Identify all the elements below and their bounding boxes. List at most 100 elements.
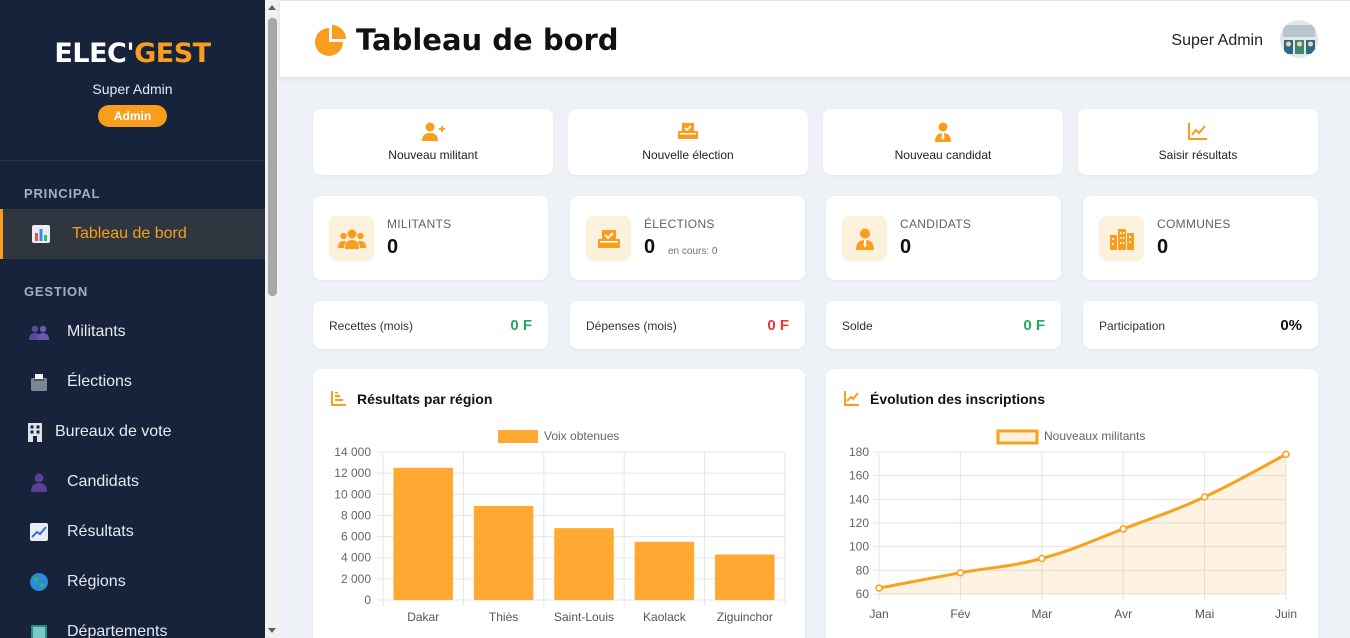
legend-swatch[interactable] <box>498 430 538 443</box>
sidebar-item-bureaux-de-vote[interactable]: Bureaux de vote <box>0 407 265 457</box>
header-user-name[interactable]: Super Admin <box>1171 32 1263 49</box>
data-point[interactable] <box>1200 493 1209 501</box>
chart-line-icon <box>1078 122 1318 140</box>
bar[interactable] <box>473 505 534 600</box>
sidebar-item-label: Militants <box>67 323 126 340</box>
chart-line-icon <box>844 390 860 411</box>
quick-action-new-militant[interactable]: Nouveau militant <box>313 109 553 175</box>
globe-icon <box>28 571 50 593</box>
page-title: Tableau de bord <box>356 23 619 57</box>
map-book-icon <box>28 621 50 638</box>
data-point[interactable] <box>1282 450 1290 459</box>
stat-value: 0 <box>900 236 912 258</box>
x-tick-label: Mai <box>1195 607 1214 621</box>
sidebar-item-label: Départements <box>67 623 168 638</box>
stat-card-militants: MILITANTS 0 <box>313 196 548 280</box>
person-icon <box>28 471 50 493</box>
finance-label: Dépenses (mois) <box>586 319 677 333</box>
stat-label: ÉLECTIONS <box>644 217 715 231</box>
y-tick-label: 6 000 <box>341 530 371 544</box>
user-tie-icon <box>842 216 887 261</box>
brand: ELEC'GEST Super Admin Admin <box>0 0 265 127</box>
finance-card-recettes: Recettes (mois) 0 F <box>313 301 548 349</box>
sidebar-item-departements[interactable]: Départements <box>0 607 265 638</box>
legend-label[interactable]: Voix obtenues <box>544 429 619 443</box>
data-point[interactable] <box>875 584 883 592</box>
sidebar-user-name: Super Admin <box>92 81 173 97</box>
stat-label: MILITANTS <box>387 217 452 231</box>
chart-card-results-by-region: Résultats par région 0 2 000 4 000 6 000 8 0… <box>313 369 805 638</box>
vote-icon <box>568 122 808 140</box>
chart-bar-icon <box>331 390 347 411</box>
sidebar-item-militants[interactable]: Militants <box>0 307 265 357</box>
y-tick-label: 12 000 <box>334 466 371 480</box>
sidebar-item-regions[interactable]: Régions <box>0 557 265 607</box>
logo-text-part2: GEST <box>134 38 211 69</box>
finance-label: Participation <box>1099 319 1166 333</box>
stat-label: COMMUNES <box>1157 217 1231 231</box>
avatar[interactable] <box>1280 20 1318 58</box>
chart-title: Résultats par région <box>357 391 493 407</box>
user-plus-icon <box>313 122 553 142</box>
data-point[interactable] <box>1119 525 1127 533</box>
section-title-gestion: GESTION <box>24 284 89 299</box>
data-point[interactable] <box>1038 554 1046 563</box>
scroll-up-arrow-icon[interactable] <box>268 5 276 10</box>
y-tick-label: 160 <box>849 469 869 483</box>
vote-icon <box>586 216 631 261</box>
quick-action-new-election[interactable]: Nouvelle élection <box>568 109 808 175</box>
sidebar-item-label: Bureaux de vote <box>55 423 172 440</box>
role-badge: Admin <box>97 105 168 127</box>
finance-value: 0 F <box>767 317 789 334</box>
bar[interactable] <box>393 467 453 600</box>
scrollbar-thumb[interactable] <box>268 18 277 296</box>
finance-card-depenses: Dépenses (mois) 0 F <box>570 301 805 349</box>
bar[interactable] <box>634 541 695 600</box>
stat-card-elections: ÉLECTIONS 0 en cours: 0 <box>570 196 805 280</box>
top-header: Tableau de bord Super Admin <box>280 0 1350 77</box>
x-tick-label: Mar <box>1031 607 1052 621</box>
sidebar-item-label: Élections <box>67 373 132 390</box>
quick-action-new-candidate[interactable]: Nouveau candidat <box>823 109 1063 175</box>
area-chart: 60 80 100 120 140 160 180 Jan Fév Mar Avr Mai Juin No… <box>849 429 1297 621</box>
x-tick-label: Saint-Louis <box>554 610 614 624</box>
chart-card-registrations: Évolution des inscriptions 60 80 100 120 140… <box>826 369 1318 638</box>
bar-chart: 0 2 000 4 000 6 000 8 000 10 000 12 000 14 000 V… <box>334 429 786 624</box>
stat-label: CANDIDATS <box>900 217 972 231</box>
sidebar-item-candidats[interactable]: Candidats <box>0 457 265 507</box>
bar[interactable] <box>715 554 775 600</box>
sidebar-item-label: Résultats <box>67 523 134 540</box>
trend-chart-icon <box>28 521 50 543</box>
scroll-down-arrow-icon[interactable] <box>268 628 276 633</box>
series-line <box>878 453 1287 590</box>
sidebar-item-tableau-de-bord[interactable]: Tableau de bord <box>0 209 265 259</box>
y-tick-label: 14 000 <box>334 445 371 459</box>
app-logo[interactable]: ELEC'GEST <box>0 38 265 69</box>
sidebar-item-label: Régions <box>67 573 126 590</box>
user-tie-icon <box>823 122 1063 142</box>
quick-action-label: Nouveau candidat <box>894 148 992 162</box>
chart-title: Évolution des inscriptions <box>870 391 1046 407</box>
sidebar: ELEC'GEST Super Admin Admin PRINCIPAL Ta… <box>0 0 265 638</box>
legend-label[interactable]: Nouveaux militants <box>1044 429 1145 443</box>
stat-card-communes: COMMUNES 0 <box>1083 196 1318 280</box>
bar[interactable] <box>554 528 614 600</box>
sidebar-item-elections[interactable]: Élections <box>0 357 265 407</box>
sidebar-item-label: Candidats <box>67 473 140 490</box>
legend-swatch[interactable] <box>996 429 1039 445</box>
data-point[interactable] <box>956 568 965 577</box>
y-tick-label: 10 000 <box>334 487 371 501</box>
y-tick-label: 100 <box>849 540 869 554</box>
y-tick-label: 2 000 <box>341 572 371 586</box>
quick-action-label: Nouvelle élection <box>642 148 734 162</box>
quick-action-enter-results[interactable]: Saisir résultats <box>1078 109 1318 175</box>
sidebar-item-resultats[interactable]: Résultats <box>0 507 265 557</box>
finance-label: Solde <box>842 319 873 333</box>
sidebar-scrollbar[interactable] <box>265 0 280 638</box>
logo-text-part1: ELEC' <box>54 38 135 69</box>
ballot-box-icon <box>28 371 50 393</box>
section-title-principal: PRINCIPAL <box>24 186 101 201</box>
y-tick-label: 4 000 <box>341 551 371 565</box>
stat-value: 0 <box>1157 236 1169 258</box>
quick-action-label: Saisir résultats <box>1158 148 1238 162</box>
